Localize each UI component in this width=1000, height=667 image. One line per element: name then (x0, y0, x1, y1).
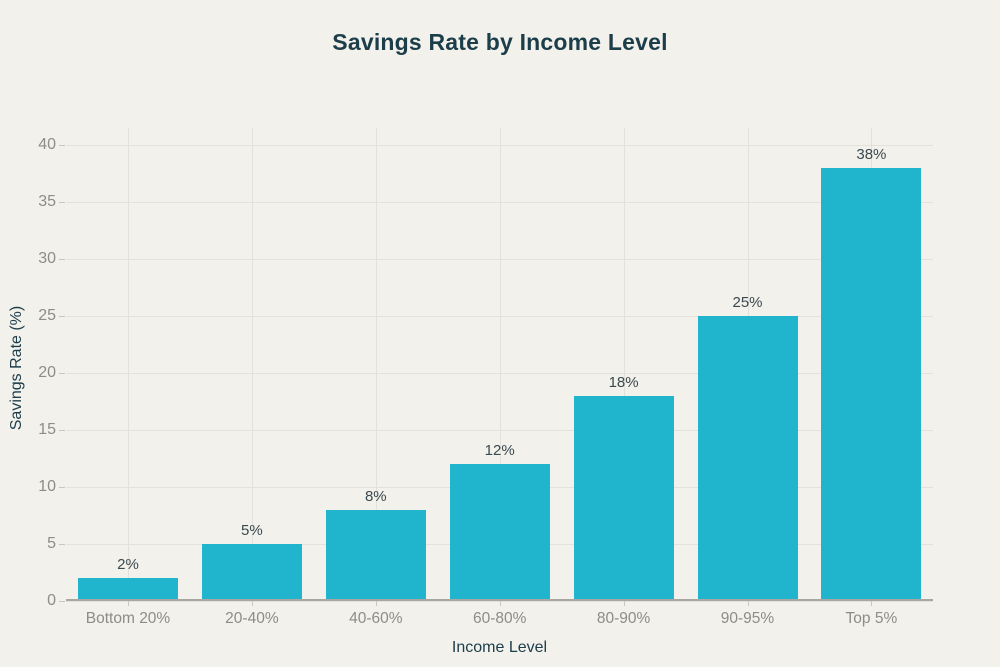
y-tick-mark (59, 601, 65, 602)
x-tick-label: 80-90% (596, 610, 651, 627)
y-tick-mark (59, 544, 65, 545)
y-gridline (66, 430, 933, 432)
y-gridline (66, 259, 933, 261)
x-tick-mark (499, 601, 501, 606)
y-tick-label: 30 (38, 250, 56, 268)
y-gridline (66, 202, 933, 204)
x-tick-label: 60-80% (472, 610, 527, 627)
y-gridline (66, 316, 933, 318)
x-tick-mark (251, 601, 253, 606)
y-tick-mark (59, 373, 65, 375)
x-tick-label: 90-95% (720, 610, 775, 627)
y-gridline (66, 145, 933, 147)
plot-area: 0 5 10 15 20 25 30 35 40 2% Bottom 20% 5% 20-40% 8% 40… (38, 128, 933, 627)
y-gridline (66, 601, 933, 602)
bar (325, 509, 426, 599)
x-gridline (251, 128, 253, 601)
x-tick-mark (623, 601, 625, 606)
y-tick-label: 40 (38, 136, 56, 154)
x-tick-label: Bottom 20% (85, 610, 171, 627)
bar-value-label: 2% (117, 556, 139, 574)
y-tick-mark (59, 316, 65, 318)
y-tick-mark (59, 487, 65, 489)
y-tick-mark (59, 430, 65, 432)
x-gridline (375, 128, 377, 601)
bar (573, 395, 674, 599)
x-tick-label: 20-40% (225, 610, 279, 627)
y-tick-label: 10 (38, 478, 56, 496)
y-tick-label: 20 (38, 364, 56, 382)
x-gridline (128, 128, 129, 601)
x-tick-mark (747, 601, 749, 606)
y-tick-label: 5 (47, 535, 56, 552)
chart-title: Savings Rate by Income Level (332, 29, 668, 55)
x-tick-mark (871, 601, 873, 606)
y-tick-mark (59, 259, 65, 261)
bar (201, 544, 302, 599)
y-gridline (66, 373, 933, 375)
x-tick-mark (128, 601, 129, 606)
bar (78, 578, 178, 599)
x-tick-mark (375, 601, 377, 606)
bar-value-label: 5% (241, 522, 263, 539)
bar (821, 167, 922, 599)
bar-value-label: 12% (484, 442, 515, 460)
bar-value-label: 25% (732, 294, 763, 312)
x-axis-title: Income Level (451, 639, 548, 656)
bar-value-label: 18% (608, 373, 639, 391)
x-axis-line (66, 599, 933, 601)
y-tick-mark (59, 202, 65, 204)
bar-value-label: 38% (856, 145, 887, 163)
bar-value-label: 8% (364, 487, 387, 505)
bar (449, 464, 550, 599)
x-gridline (499, 128, 501, 601)
x-tick-label: Top 5% (845, 610, 898, 627)
x-gridline (623, 128, 625, 601)
y-tick-label: 25 (38, 307, 56, 325)
x-tick-label: 40-60% (349, 610, 403, 627)
y-tick-label: 0 (47, 592, 56, 609)
y-tick-label: 35 (38, 193, 56, 211)
bar (697, 316, 798, 599)
y-tick-label: 15 (38, 421, 56, 439)
y-tick-mark (59, 145, 65, 147)
